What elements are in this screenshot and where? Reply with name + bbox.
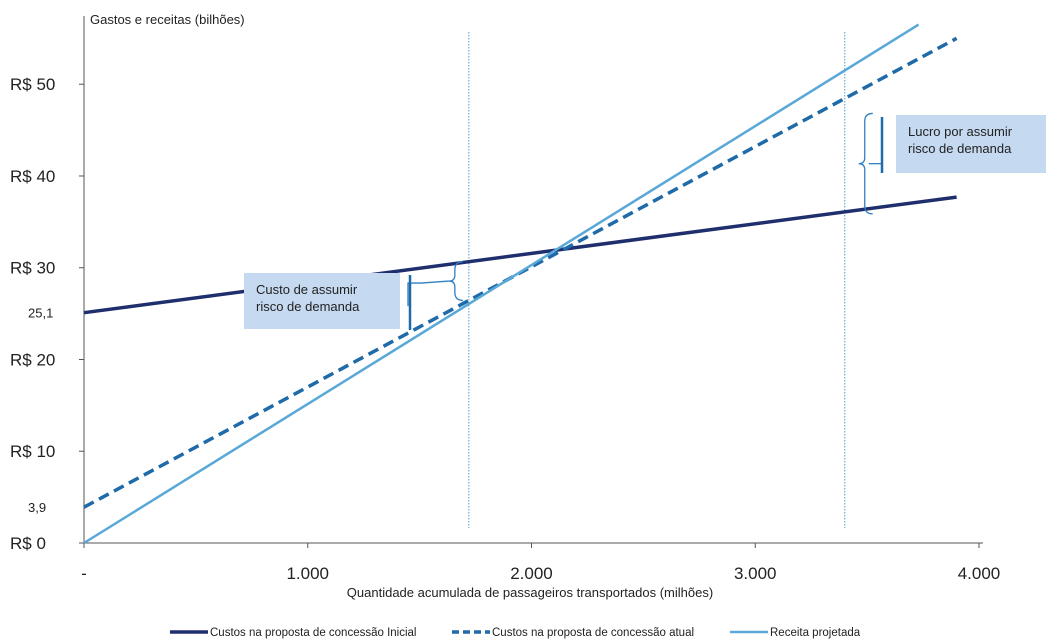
- y-tick-label: R$ 20: [10, 350, 55, 369]
- profit-annotation-box: [896, 115, 1046, 173]
- y-tick-label: R$ 10: [10, 442, 55, 461]
- series-line: [83, 23, 920, 545]
- annotations: Custo de assumir risco de demanda Lucro po…: [244, 112, 1046, 330]
- x-tick-label: 1.000: [286, 564, 329, 583]
- series-line: [83, 195, 957, 315]
- cost-leader: [407, 280, 449, 307]
- cost-bracket: [448, 261, 463, 302]
- y-axis-title: Gastos e receitas (bilhões): [90, 12, 245, 27]
- legend-label: Receita projetada: [770, 627, 861, 639]
- y-tick-label: R$ 0: [10, 534, 46, 553]
- series-lines: [83, 23, 958, 545]
- cost-annotation-box: [244, 273, 400, 329]
- y-value-label: 25,1: [28, 306, 53, 321]
- legend-label: Custos na proposta de concessão Inicial: [210, 627, 416, 639]
- y-value-label: 3,9: [28, 500, 46, 515]
- x-tick-label: 4.000: [958, 564, 1001, 583]
- tick-labels: R$ 0 R$ 10 R$ 20 R$ 30 R$ 40 R$ 50 25,1 3,9 - 1.0…: [10, 75, 1000, 583]
- legend-label: Custos na proposta de concessão atual: [492, 627, 694, 639]
- cost-annotation-text: risco de demanda: [256, 299, 360, 314]
- cost-annotation-text: Custo de assumir: [256, 282, 358, 297]
- axes: [79, 16, 983, 548]
- profit-bracket: [858, 112, 873, 215]
- y-tick-label: R$ 30: [10, 259, 55, 278]
- y-tick-label: R$ 50: [10, 75, 55, 94]
- y-tick-label: R$ 40: [10, 167, 55, 186]
- x-axis-title: Quantidade acumulada de passageiros tran…: [347, 585, 713, 600]
- x-tick-label: -: [81, 564, 87, 583]
- x-tick-label: 2.000: [510, 564, 553, 583]
- x-tick-label: 3.000: [734, 564, 777, 583]
- profit-annotation-text: risco de demanda: [908, 141, 1012, 156]
- legend: Custos na proposta de concessão Inicial C…: [170, 627, 861, 639]
- profit-annotation-text: Lucro por assumir: [908, 124, 1013, 139]
